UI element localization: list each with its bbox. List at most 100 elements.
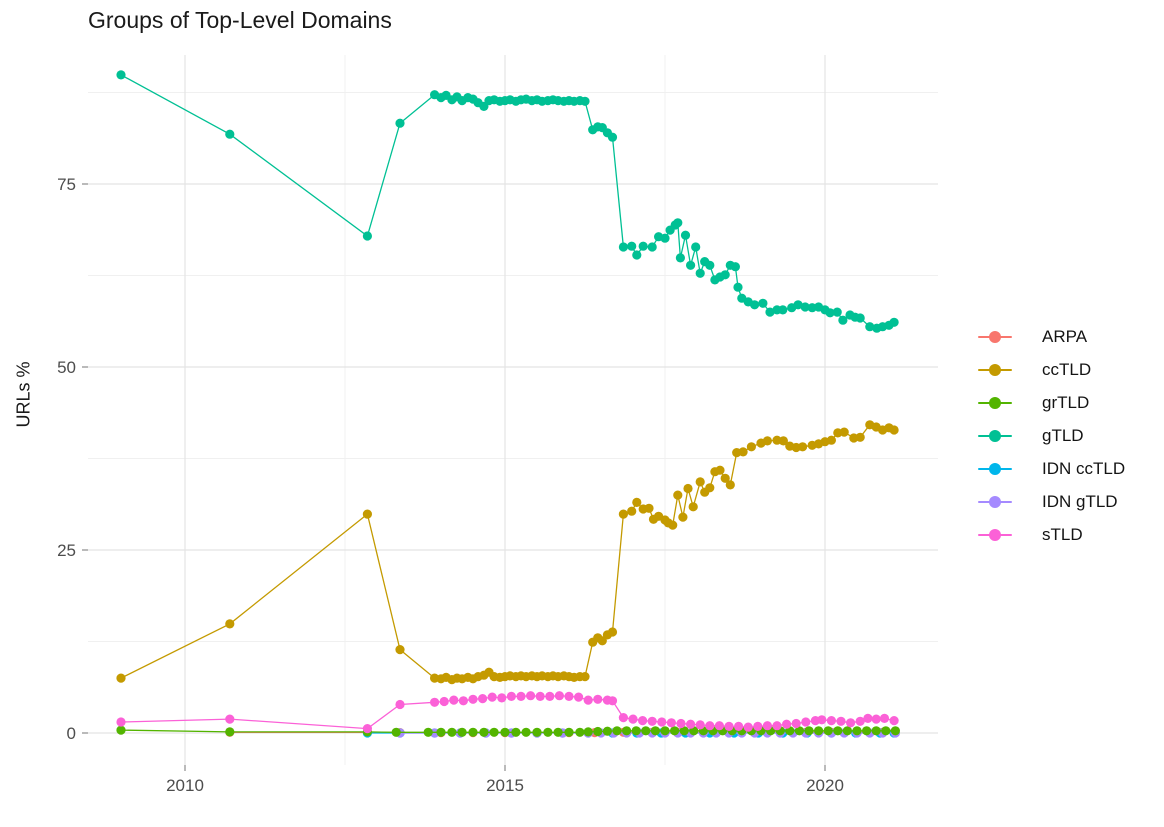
data-point: [879, 713, 890, 724]
data-point: [836, 716, 846, 726]
data-point: [846, 718, 856, 728]
data-point: [862, 726, 872, 736]
data-point: [855, 432, 865, 442]
data-point: [730, 262, 741, 272]
data-point: [580, 672, 590, 682]
legend-item-grtld: grTLD: [978, 386, 1125, 419]
data-point: [564, 691, 574, 702]
data-point: [657, 717, 667, 727]
x-tick-label: 2010: [166, 776, 204, 795]
data-point: [489, 727, 499, 737]
data-point: [833, 726, 843, 736]
data-point: [791, 718, 801, 729]
data-point: [457, 727, 467, 737]
data-point: [675, 253, 686, 263]
x-tick-label: 2020: [806, 776, 844, 795]
legend-key-dot: [989, 495, 1001, 508]
legend-key-icon: [978, 428, 1012, 444]
data-point: [695, 477, 705, 487]
legend-label: ccTLD: [1042, 359, 1092, 379]
data-point: [580, 96, 590, 106]
legend-label: ARPA: [1042, 326, 1088, 346]
legend-item-idn-gtld: IDN gTLD: [978, 485, 1125, 518]
data-point: [647, 716, 657, 726]
data-point: [798, 442, 808, 452]
legend-key-dot: [989, 429, 1001, 442]
data-point: [468, 694, 478, 704]
data-point: [720, 270, 730, 280]
data-point: [673, 218, 683, 228]
data-point: [668, 520, 678, 530]
legend-key-icon: [978, 329, 1012, 345]
data-point: [395, 699, 405, 710]
data-point: [478, 694, 488, 704]
data-point: [670, 726, 680, 736]
data-point: [593, 694, 603, 704]
data-point: [889, 716, 899, 726]
data-point: [532, 727, 542, 737]
data-point: [793, 300, 803, 310]
data-point: [832, 307, 842, 317]
data-point: [511, 727, 521, 737]
data-point: [863, 713, 873, 724]
data-point: [855, 716, 865, 726]
legend-item-idn-cctld: IDN ccTLD: [978, 452, 1125, 485]
legend-item-stld: sTLD: [978, 518, 1125, 551]
data-point: [890, 726, 901, 736]
data-point: [688, 502, 698, 512]
data-point: [506, 691, 516, 702]
data-point: [683, 483, 693, 494]
data-point: [554, 691, 565, 701]
data-point: [881, 726, 891, 736]
data-point: [395, 645, 405, 655]
data-point: [714, 721, 725, 731]
data-point: [631, 726, 641, 736]
data-point: [889, 425, 899, 435]
data-point: [762, 436, 773, 446]
data-point: [758, 298, 768, 308]
data-point: [602, 726, 613, 736]
data-point: [842, 726, 853, 736]
data-point: [794, 726, 805, 736]
data-point: [225, 727, 235, 737]
data-point: [607, 132, 618, 142]
data-point: [479, 727, 489, 737]
data-point: [660, 233, 670, 243]
data-point: [650, 726, 661, 736]
data-point: [607, 627, 618, 637]
data-point: [660, 726, 670, 736]
data-point: [839, 427, 849, 437]
data-point: [720, 473, 730, 483]
series-line: [120, 74, 895, 329]
data-point: [439, 696, 449, 707]
data-point: [865, 322, 875, 332]
data-point: [644, 503, 654, 513]
data-point: [889, 317, 899, 327]
data-point: [628, 714, 638, 724]
data-point: [564, 727, 574, 737]
legend-label: gTLD: [1042, 425, 1084, 445]
y-axis-label: URLs %: [13, 361, 34, 428]
data-point: [817, 715, 827, 725]
data-point: [116, 725, 126, 735]
data-point: [583, 695, 593, 705]
data-point: [765, 307, 775, 317]
series-gtld: [116, 70, 899, 333]
data-point: [871, 726, 881, 736]
data-point: [666, 718, 677, 728]
data-point: [526, 691, 536, 701]
legend-key-icon: [978, 461, 1012, 477]
data-point: [734, 721, 744, 732]
data-point: [436, 727, 446, 737]
legend-key-dot: [989, 462, 1001, 475]
data-point: [691, 242, 701, 252]
data-point: [487, 692, 497, 702]
data-point: [778, 436, 789, 446]
data-point: [395, 118, 405, 128]
data-point: [575, 727, 585, 737]
data-point: [497, 693, 507, 703]
legend-key-icon: [978, 395, 1012, 411]
legend-item-arpa: ARPA: [978, 320, 1125, 353]
data-point: [686, 719, 696, 729]
data-point: [801, 717, 811, 727]
